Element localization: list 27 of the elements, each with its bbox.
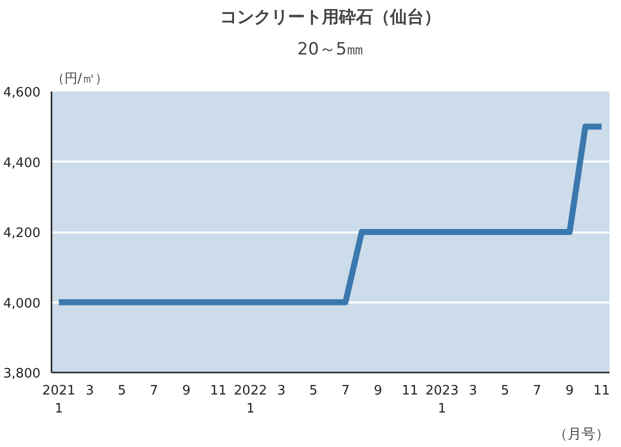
x-tick-label: 11 (402, 384, 418, 398)
x-tick-label: 3 (86, 384, 94, 398)
x-tick-label: 7 (532, 384, 542, 398)
x-tick-label: 2023 1 (426, 384, 459, 416)
x-tick-label: 11 (210, 384, 227, 398)
y-tick-label: 4,600 (3, 86, 40, 100)
x-tick-label: 9 (182, 384, 191, 398)
x-tick-label: 7 (341, 384, 350, 398)
chart-subtitle: 20～5㎜ (297, 40, 364, 60)
x-tick-label: 2021 1 (42, 384, 76, 416)
x-tick-label: 7 (150, 384, 158, 398)
x-axis-title: （月号） (554, 426, 610, 442)
x-tick-label: 3 (468, 384, 478, 398)
x-tick-label: 9 (565, 384, 574, 398)
x-tick-label: 11 (593, 384, 610, 398)
y-tick-label: 4,000 (3, 296, 40, 312)
x-tick-label: 5 (309, 384, 318, 398)
chart-title: コンクリート用砕石（仙台） (220, 8, 441, 28)
y-tick-label: 3,800 (3, 366, 40, 382)
x-tick-label: 5 (118, 384, 126, 398)
y-tick-label: 4,200 (3, 226, 40, 241)
x-tick-label: 2022 1 (234, 384, 267, 416)
x-tick-label: 5 (500, 384, 510, 398)
y-tick-label: 4,400 (3, 156, 40, 171)
y-axis-title: （円/㎥） (52, 72, 108, 86)
x-tick-label: 3 (277, 384, 286, 398)
x-tick-label: 9 (374, 384, 382, 398)
